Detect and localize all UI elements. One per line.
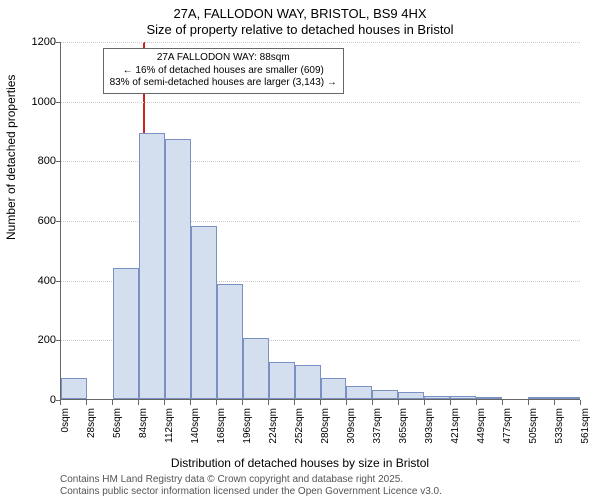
x-tick-label: 168sqm bbox=[216, 408, 227, 458]
x-tick-label: 224sqm bbox=[268, 408, 279, 458]
y-tick-label: 800 bbox=[38, 155, 56, 167]
y-tick bbox=[56, 161, 61, 162]
y-tick bbox=[56, 42, 61, 43]
y-tick-label: 600 bbox=[38, 215, 56, 227]
x-tick-label: 56sqm bbox=[112, 408, 123, 458]
histogram-bar bbox=[450, 396, 476, 399]
footer-line1: Contains HM Land Registry data © Crown c… bbox=[60, 474, 442, 486]
x-tick-label: 505sqm bbox=[528, 408, 539, 458]
x-tick-label: 280sqm bbox=[320, 408, 331, 458]
x-tick bbox=[580, 400, 581, 405]
x-tick bbox=[476, 400, 477, 405]
x-tick bbox=[242, 400, 243, 405]
annotation-line3: 83% of semi-detached houses are larger (… bbox=[110, 77, 337, 90]
x-tick bbox=[528, 400, 529, 405]
x-tick-label: 365sqm bbox=[398, 408, 409, 458]
x-tick-label: 309sqm bbox=[346, 408, 357, 458]
histogram-bar bbox=[295, 365, 321, 399]
x-tick bbox=[320, 400, 321, 405]
histogram-bar bbox=[372, 390, 398, 399]
plot-area: 27A FALLODON WAY: 88sqm ← 16% of detache… bbox=[60, 42, 580, 400]
footer-attribution: Contains HM Land Registry data © Crown c… bbox=[60, 474, 442, 498]
x-tick bbox=[60, 400, 61, 405]
x-tick-label: 421sqm bbox=[450, 408, 461, 458]
histogram-bar bbox=[139, 133, 165, 399]
histogram-bar bbox=[217, 284, 243, 399]
x-axis-label: Distribution of detached houses by size … bbox=[0, 456, 600, 470]
y-tick bbox=[56, 340, 61, 341]
x-tick bbox=[164, 400, 165, 405]
x-tick bbox=[372, 400, 373, 405]
gridline bbox=[61, 102, 580, 103]
x-tick-label: 561sqm bbox=[580, 408, 591, 458]
x-tick bbox=[216, 400, 217, 405]
x-tick-label: 533sqm bbox=[554, 408, 565, 458]
y-tick bbox=[56, 281, 61, 282]
x-tick bbox=[346, 400, 347, 405]
histogram-bar bbox=[61, 378, 87, 399]
x-tick bbox=[112, 400, 113, 405]
histogram-bar bbox=[113, 268, 139, 399]
y-tick-label: 1200 bbox=[32, 36, 56, 48]
chart-title-line2: Size of property relative to detached ho… bbox=[0, 22, 600, 37]
annotation-line2: ← 16% of detached houses are smaller (60… bbox=[110, 65, 337, 78]
x-tick bbox=[554, 400, 555, 405]
histogram-bar bbox=[191, 226, 217, 399]
histogram-bar bbox=[346, 386, 372, 399]
histogram-bar bbox=[424, 396, 450, 399]
x-tick bbox=[502, 400, 503, 405]
x-tick-label: 196sqm bbox=[242, 408, 253, 458]
x-tick bbox=[190, 400, 191, 405]
x-tick-label: 140sqm bbox=[190, 408, 201, 458]
x-tick bbox=[424, 400, 425, 405]
y-tick bbox=[56, 221, 61, 222]
histogram-bar bbox=[243, 338, 269, 399]
x-tick-label: 449sqm bbox=[476, 408, 487, 458]
histogram-bar bbox=[554, 397, 580, 399]
y-tick-label: 400 bbox=[38, 275, 56, 287]
footer-line2: Contains public sector information licen… bbox=[60, 486, 442, 498]
x-tick bbox=[450, 400, 451, 405]
x-tick-label: 337sqm bbox=[372, 408, 383, 458]
histogram-bar bbox=[321, 378, 347, 399]
histogram-bar bbox=[398, 392, 424, 399]
x-tick-label: 0sqm bbox=[60, 408, 71, 458]
x-tick bbox=[138, 400, 139, 405]
x-tick-label: 393sqm bbox=[424, 408, 435, 458]
histogram-bar bbox=[269, 362, 295, 399]
x-tick bbox=[398, 400, 399, 405]
y-tick bbox=[56, 102, 61, 103]
x-tick-label: 28sqm bbox=[86, 408, 97, 458]
annotation-line1: 27A FALLODON WAY: 88sqm bbox=[110, 52, 337, 65]
x-tick-label: 252sqm bbox=[294, 408, 305, 458]
x-tick-label: 477sqm bbox=[502, 408, 513, 458]
gridline bbox=[61, 42, 580, 43]
annotation-box: 27A FALLODON WAY: 88sqm ← 16% of detache… bbox=[103, 48, 344, 94]
chart-title-line1: 27A, FALLODON WAY, BRISTOL, BS9 4HX bbox=[0, 6, 600, 21]
x-tick bbox=[294, 400, 295, 405]
histogram-bar bbox=[165, 139, 191, 399]
histogram-bar bbox=[476, 397, 502, 399]
x-tick-label: 112sqm bbox=[164, 408, 175, 458]
y-axis-label: Number of detached properties bbox=[4, 75, 18, 240]
x-tick bbox=[86, 400, 87, 405]
x-tick-label: 84sqm bbox=[138, 408, 149, 458]
y-tick-label: 1000 bbox=[32, 96, 56, 108]
histogram-bar bbox=[528, 397, 554, 399]
y-tick-label: 200 bbox=[38, 334, 56, 346]
x-tick bbox=[268, 400, 269, 405]
y-tick-label: 0 bbox=[50, 394, 56, 406]
